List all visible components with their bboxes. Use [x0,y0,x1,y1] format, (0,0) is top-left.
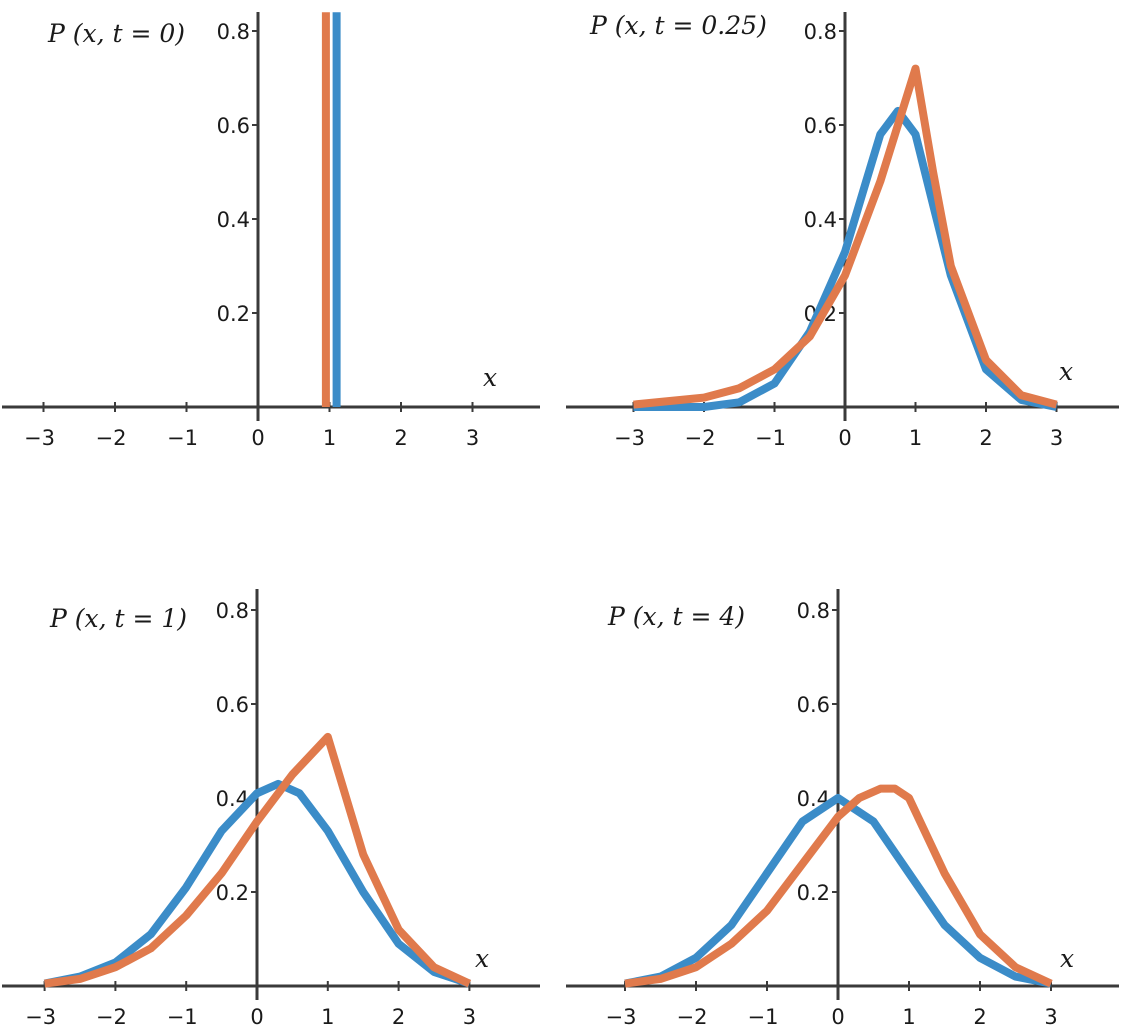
x-axis-label: x [483,363,497,392]
series-blue-line [624,794,1052,988]
y-axis-label: P (x, t = 0.25) [589,11,767,40]
x-tick-label: −1 [167,1005,198,1029]
chart-panel-t025: −3 −2 −1 0 1 2 3 0.2 0.4 0.6 0.8 P (x, t = 0.25) x [564,0,1124,470]
x-tick-label: −2 [96,426,127,450]
y-tick-label: 0.8 [797,599,830,623]
x-tick-label: −3 [606,1005,637,1029]
x-axis-label: x [475,944,489,973]
x-tick-label: −1 [167,426,198,450]
x-tick-label: −2 [685,426,716,450]
chart-panel-t0: −3 −2 −1 0 1 2 3 0.2 0.4 0.6 0.8 P (x, t = 0) x [0,0,560,470]
y-axis-label: P (x, t = 4) [607,602,745,631]
x-tick-label: 0 [250,1005,263,1029]
x-tick-label: −2 [677,1005,708,1029]
x-tick-label: 2 [973,1005,986,1029]
y-tick-label: 0.4 [804,208,837,232]
x-axis-label: x [1059,357,1073,386]
x-tick-label: 3 [1050,426,1063,450]
chart-svg-t025: −3 −2 −1 0 1 2 30.20.40.60.8P (x, t = 0.25)x [566,11,1119,450]
chart-panel-t1: −3 −2 −1 0 1 2 3 0.2 0.4 0.6 0.8 P (x, t = 1) x [0,585,560,1031]
y-tick-label: 0.2 [797,881,830,905]
y-tick-label: 0.6 [804,114,837,138]
series-orange-line [44,732,472,988]
x-tick-label: 1 [902,1005,915,1029]
chart-svg-t0: −3 −2 −1 0 1 2 3 0.2 0.4 0.6 0.8 P (x, t = 0) x [2,12,540,450]
chart-panel-t4: −3 −2 −1 0 1 2 3 0.2 0.4 0.6 0.8 P (x, t = 4) x [564,585,1124,1031]
x-tick-label: −3 [24,426,55,450]
chart-svg-t4: −3 −2 −1 0 1 2 30.20.40.60.8P (x, t = 4)x [566,589,1119,1029]
y-tick-label: 0.6 [216,693,249,717]
y-tick-label: 0.2 [217,302,250,326]
x-tick-label: 1 [909,426,922,450]
x-axis-label: x [1060,944,1074,973]
y-tick-label: 0.4 [217,208,250,232]
x-tick-label: −2 [96,1005,127,1029]
y-tick-label: 0.6 [797,693,830,717]
x-tick-label: 2 [979,426,992,450]
y-tick-label: 0.6 [217,114,250,138]
x-tick-label: 3 [466,426,479,450]
x-tick-label: 2 [392,1005,405,1029]
x-tick-label: −1 [748,1005,779,1029]
x-tick-label: −3 [25,1005,56,1029]
series-orange-line [633,64,1058,409]
y-axis-label: P (x, t = 1) [49,604,187,633]
y-tick-label: 0.8 [804,20,837,44]
x-tick-label: 1 [321,1005,334,1029]
chart-svg-t1: −3 −2 −1 0 1 2 30.20.40.60.8P (x, t = 1)x [2,589,540,1029]
x-tick-label: 3 [1044,1005,1057,1029]
x-tick-label: 0 [838,426,851,450]
x-tick-label: 3 [463,1005,476,1029]
y-tick-label: 0.8 [216,599,249,623]
y-tick-label: 0.2 [216,881,249,905]
x-tick-label: 2 [394,426,407,450]
x-tick-label: 1 [323,426,336,450]
series-orange-line [624,784,1053,988]
x-tick-label: 0 [831,1005,844,1029]
y-axis-label: P (x, t = 0) [47,19,185,48]
y-tick-label: 0.8 [217,20,250,44]
x-tick-label: −1 [755,426,786,450]
x-tick-label: −3 [614,426,645,450]
x-tick-label: 0 [251,426,264,450]
series-blue-line [43,779,471,988]
